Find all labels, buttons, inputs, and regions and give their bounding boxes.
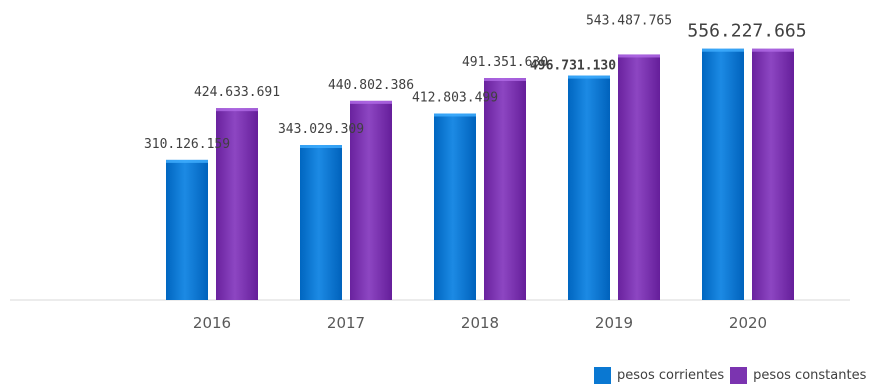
x-tick-labels-group: 2016 2017 2018 2019 2020 <box>193 314 767 332</box>
bar-highlight-pesos-constantes-2019 <box>618 54 660 58</box>
x-tick-label-2018: 2018 <box>461 314 499 332</box>
bar-pesos-constantes-2017 <box>350 100 392 300</box>
bar-pesos-corrientes-2018 <box>434 113 476 300</box>
bar-highlight-pesos-corrientes-2019 <box>568 75 610 79</box>
bar-highlight-pesos-constantes-2018 <box>484 78 526 82</box>
x-tick-label-2020: 2020 <box>729 314 767 332</box>
legend: pesos corrientes pesos constantes <box>594 366 872 384</box>
bar-pesos-constantes-2018 <box>484 78 526 301</box>
legend-item-pesos-corrientes: pesos corrientes <box>594 366 725 384</box>
data-label-pesos-constantes-2018: 491.351.630 <box>462 55 548 70</box>
bar-highlight-pesos-constantes-2017 <box>350 100 392 104</box>
bar-pesos-corrientes-2016 <box>166 159 208 300</box>
data-label-pesos-constantes-2020: 556.227.665 <box>687 21 806 42</box>
x-tick-label-2016: 2016 <box>193 314 231 332</box>
bar-pesos-corrientes-2020 <box>702 48 744 301</box>
legend-swatch-pesos-constantes <box>730 366 748 384</box>
data-label-pesos-constantes-2019: 543.487.765 <box>586 13 672 28</box>
legend-swatch-pesos-corrientes <box>594 366 611 384</box>
legend-item-pesos-constantes: pesos constantes <box>730 366 867 384</box>
bar-highlight-pesos-constantes-2020 <box>752 48 794 52</box>
data-labels-group: 310.126.159 424.633.691 343.029.309 440.802… <box>144 13 807 151</box>
data-label-pesos-corrientes-2017: 343.029.309 <box>278 122 364 137</box>
bar-pesos-corrientes-2017 <box>300 145 342 300</box>
data-label-pesos-corrientes-2016: 310.126.159 <box>144 137 230 152</box>
data-label-pesos-constantes-2016: 424.633.691 <box>194 85 280 100</box>
bar-pesos-constantes-2019 <box>618 54 660 300</box>
bar-pesos-corrientes-2019 <box>568 75 610 300</box>
x-tick-label-2017: 2017 <box>327 314 365 332</box>
bar-highlight-pesos-corrientes-2016 <box>166 159 208 163</box>
bar-pesos-constantes-2020 <box>752 48 794 301</box>
data-label-pesos-constantes-2017: 440.802.386 <box>328 78 414 93</box>
bars-group <box>166 48 794 301</box>
legend-label-pesos-constantes: pesos constantes <box>753 367 867 383</box>
bar-highlight-pesos-constantes-2016 <box>216 108 258 112</box>
bar-highlight-pesos-corrientes-2020 <box>702 48 744 52</box>
data-label-pesos-corrientes-2019: 496.731.130 <box>530 59 616 74</box>
bar-highlight-pesos-corrientes-2018 <box>434 113 476 117</box>
bar-pesos-constantes-2016 <box>216 108 258 301</box>
bar-highlight-pesos-corrientes-2017 <box>300 145 342 149</box>
x-tick-label-2019: 2019 <box>595 314 633 332</box>
data-label-pesos-corrientes-2018: 412.803.499 <box>412 91 498 106</box>
legend-label-pesos-corrientes: pesos corrientes <box>617 367 725 383</box>
